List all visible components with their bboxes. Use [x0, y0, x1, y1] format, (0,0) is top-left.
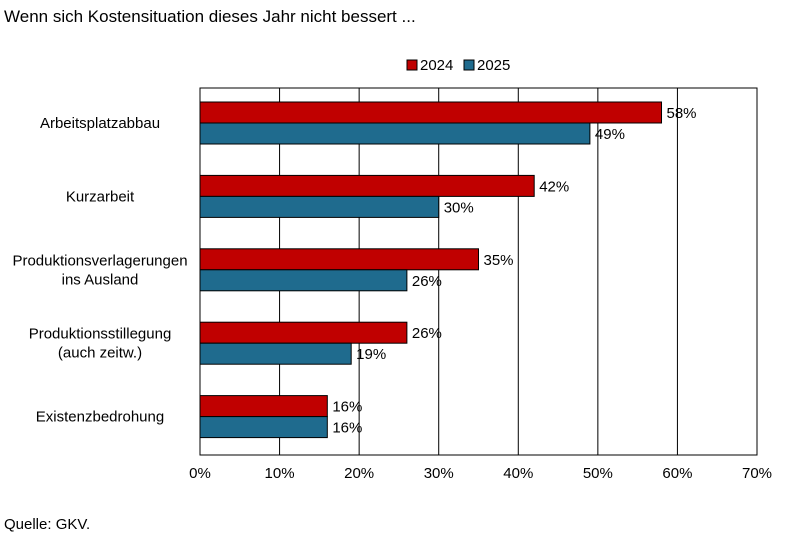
x-tick-label: 20%: [344, 465, 374, 482]
legend: 2024 2025: [406, 57, 510, 74]
bar-2025: [199, 122, 591, 145]
legend-label-2025: 2025: [477, 57, 510, 74]
bar-2024: [199, 248, 479, 271]
value-label: 30%: [444, 199, 474, 216]
value-label: 19%: [356, 346, 386, 363]
value-label: 35%: [484, 252, 514, 269]
source-note: Quelle: GKV.: [4, 516, 91, 533]
x-tick-label: 60%: [662, 465, 692, 482]
bar-2024: [199, 321, 408, 344]
x-tick-label: 30%: [424, 465, 454, 482]
category-label: Produktionsverlagerungen ins Ausland: [12, 252, 187, 288]
category-label: Produktionsstillegung (auch zeitw.): [29, 326, 172, 362]
bar-2025: [199, 342, 352, 365]
value-label: 58%: [667, 105, 697, 122]
x-tick-label: 10%: [265, 465, 295, 482]
value-label: 42%: [539, 178, 569, 195]
value-label: 26%: [412, 273, 442, 290]
x-tick-label: 70%: [742, 465, 772, 482]
x-tick-label: 0%: [189, 465, 211, 482]
bar-2025: [199, 269, 408, 292]
plot-area: 0% 10% 20% 30% 40% 50% 60% 70% 58% 49% Arbeitsplat…: [12, 87, 772, 482]
bar-2024: [199, 101, 663, 124]
x-tick-label: 40%: [503, 465, 533, 482]
bar-2024: [199, 395, 328, 418]
value-label: 16%: [332, 399, 362, 416]
category-label: Kurzarbeit: [66, 188, 135, 205]
value-label: 16%: [332, 420, 362, 437]
bar-2025: [199, 416, 328, 439]
legend-swatch-2024: [406, 59, 418, 71]
legend-swatch-2025: [463, 59, 475, 71]
category-label: Existenzbedrohung: [36, 409, 164, 426]
chart-title: Wenn sich Kostensituation dieses Jahr ni…: [4, 7, 416, 26]
bar-2025: [199, 195, 440, 218]
bar-2024: [199, 174, 535, 197]
value-label: 26%: [412, 325, 442, 342]
value-label: 49%: [595, 126, 625, 143]
legend-label-2024: 2024: [420, 57, 453, 74]
x-tick-label: 50%: [583, 465, 613, 482]
category-label: Arbeitsplatzabbau: [40, 115, 160, 132]
